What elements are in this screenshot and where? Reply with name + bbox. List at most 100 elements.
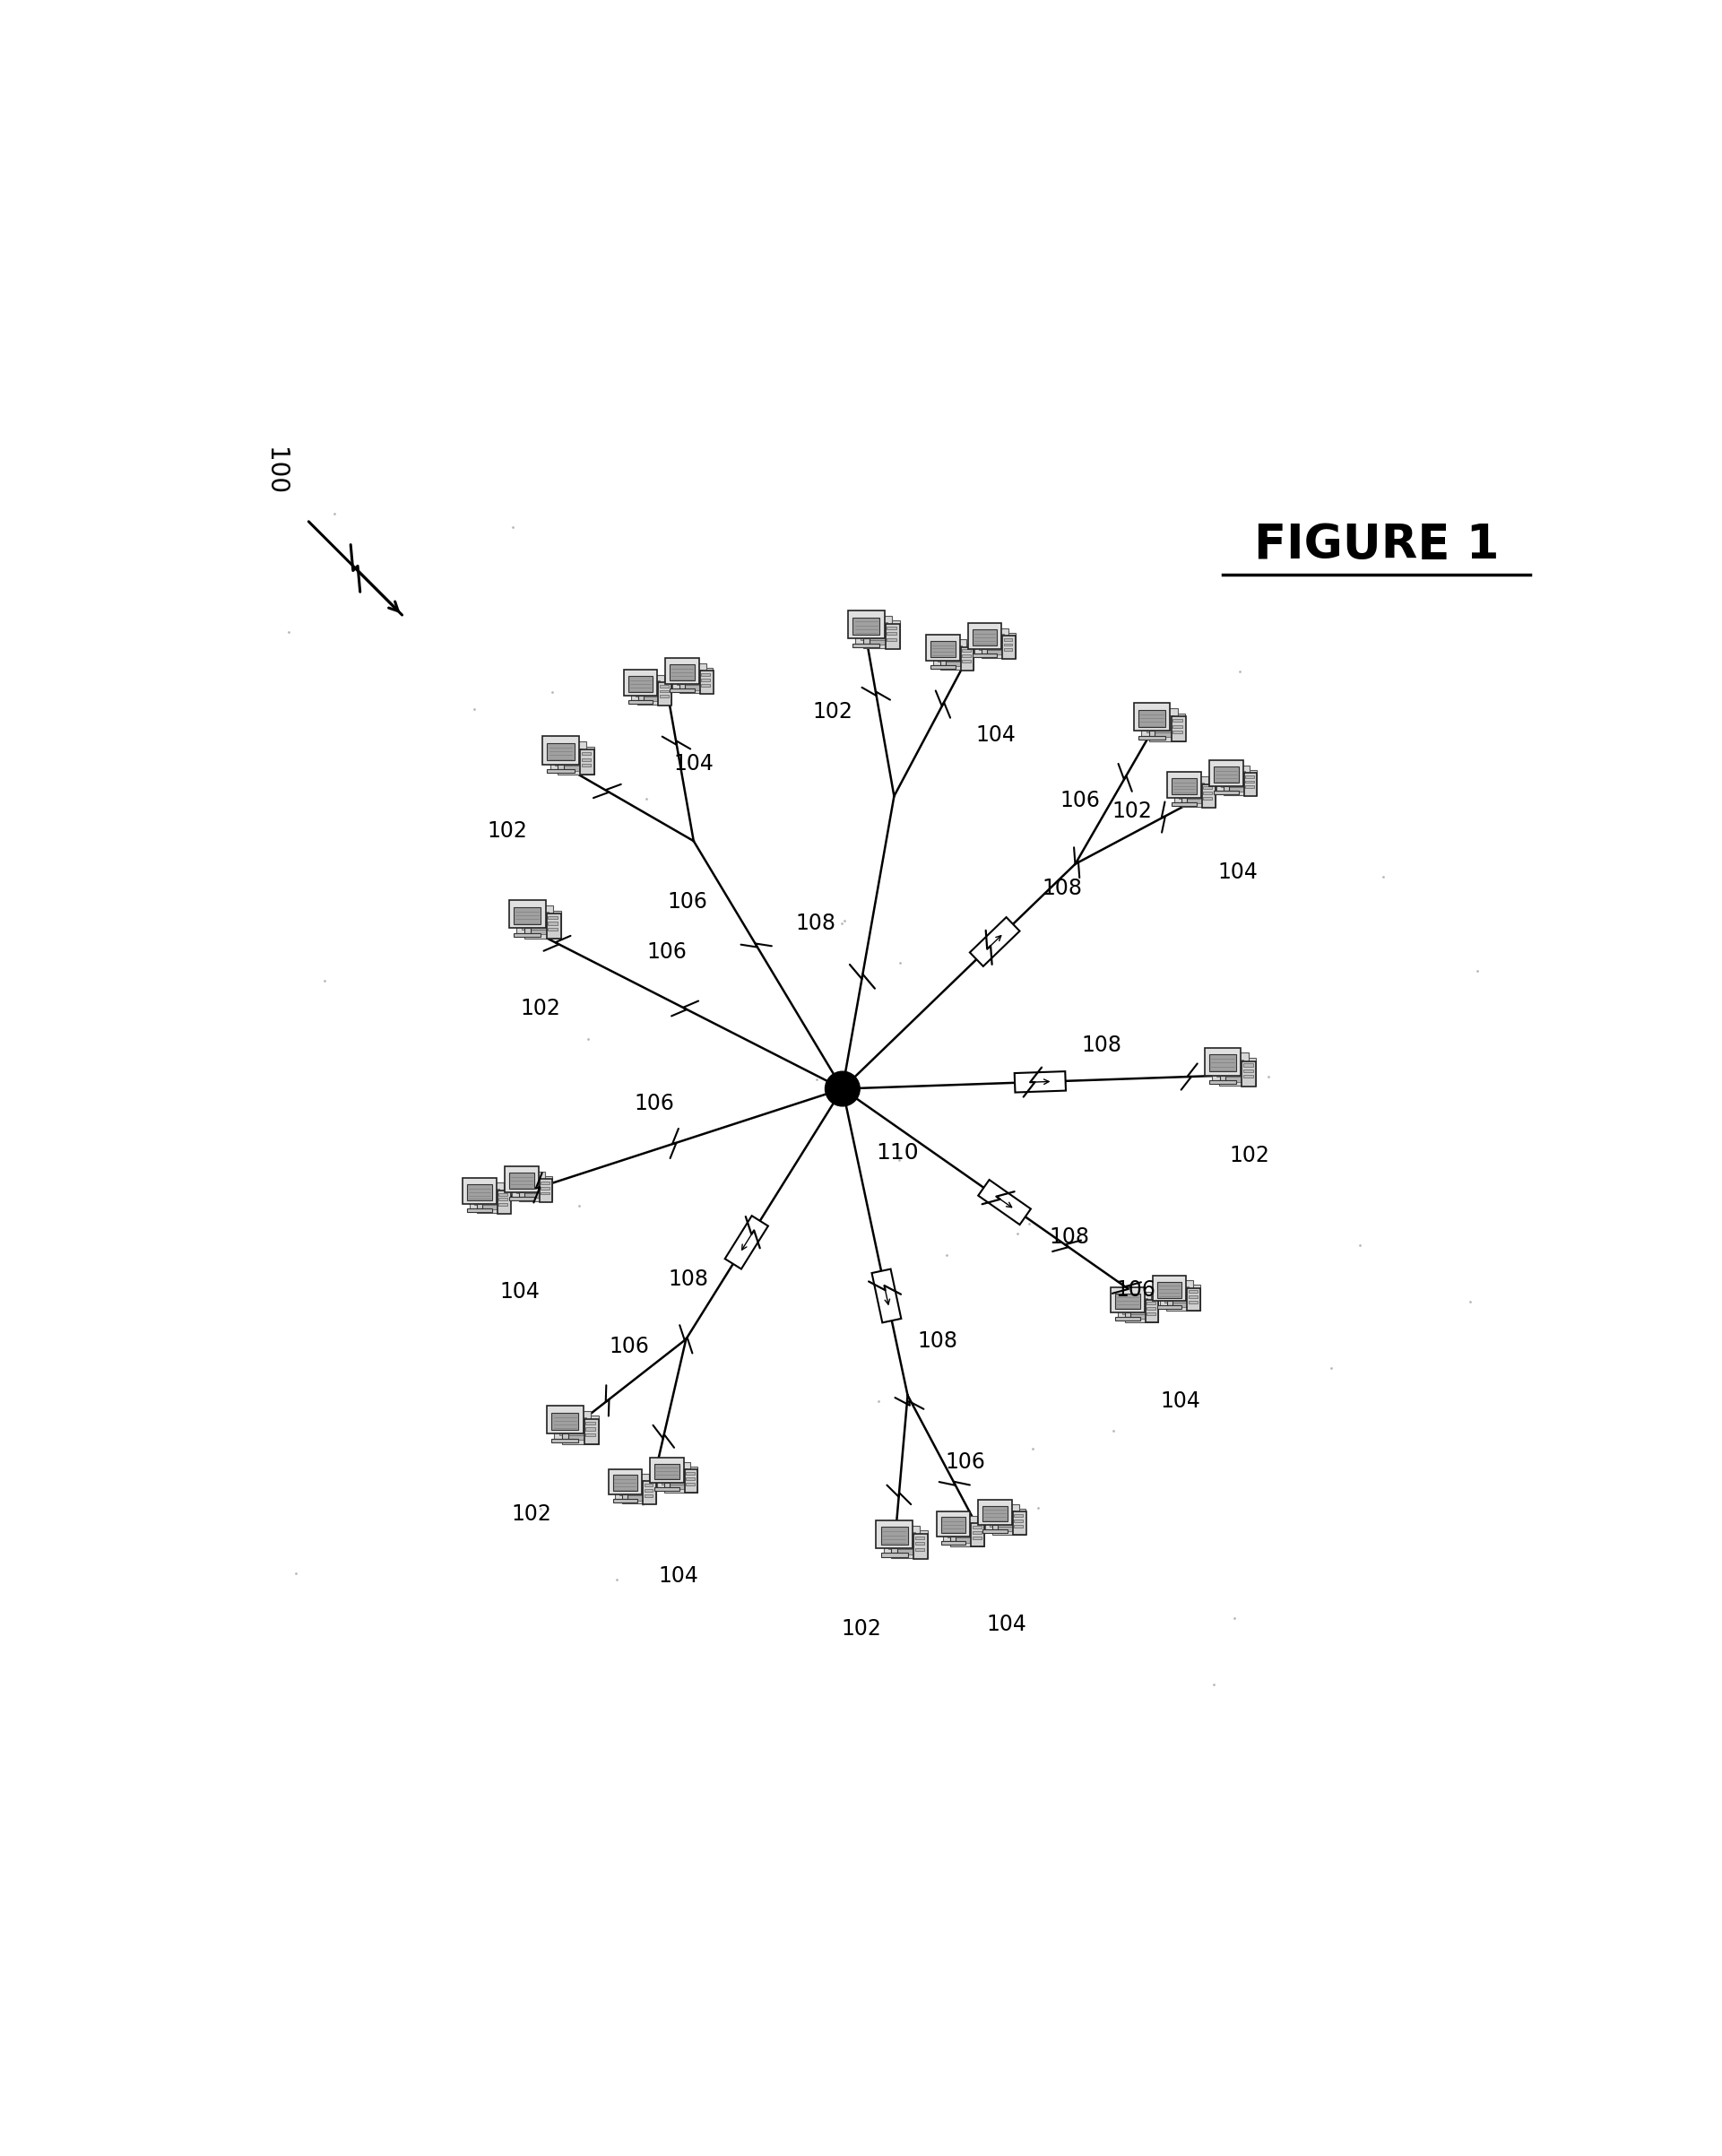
Bar [1217,1059,1243,1076]
Bar [973,653,997,658]
Bar [1164,1287,1188,1302]
Bar [1204,798,1212,800]
Point [499,509,527,543]
Bar [1219,1076,1226,1080]
Text: 106: 106 [646,942,687,964]
Bar [1181,798,1186,802]
Text: 110: 110 [876,1143,918,1164]
Bar [560,1419,585,1436]
Bar [1014,1514,1023,1516]
Text: 108: 108 [1049,1227,1090,1248]
Bar [651,1457,684,1483]
Text: 104: 104 [1161,1391,1200,1412]
Bar [660,690,668,692]
Bar [658,1462,691,1488]
Point [933,1238,961,1272]
Circle shape [825,1072,859,1106]
Bar [1245,785,1254,789]
Bar [518,1175,553,1201]
Bar [541,1181,549,1184]
Bar [868,627,895,645]
Bar [499,1192,508,1194]
Bar [876,1520,913,1548]
Bar [983,1505,1007,1522]
Bar [499,1199,508,1201]
Bar [914,1548,925,1550]
Text: 104: 104 [658,1565,699,1587]
Point [1226,655,1254,690]
Bar [551,1412,579,1429]
Bar [558,746,594,774]
Bar [1209,761,1243,787]
Bar [887,627,897,630]
Bar [1204,791,1212,796]
Bar [1133,703,1171,731]
Bar [1157,1307,1181,1309]
Bar [1116,1294,1140,1309]
Bar [561,1434,568,1438]
Bar [1116,1317,1140,1322]
Point [460,692,487,727]
Bar [997,1516,1021,1531]
Bar [482,1194,506,1210]
Bar [1123,1298,1147,1313]
Point [875,625,902,660]
Bar [654,1488,678,1492]
Text: 102: 102 [1230,1145,1269,1166]
Point [1025,1492,1052,1526]
Bar [510,1173,534,1188]
Bar [623,671,658,696]
Bar [973,1537,982,1539]
Bar [511,1171,546,1197]
Bar [963,649,971,651]
Bar [548,744,573,761]
Bar [1245,776,1254,778]
Point [632,780,660,815]
Bar [665,658,699,683]
Bar [1204,787,1212,789]
Bar [887,638,897,640]
Bar [1228,776,1252,791]
Point [565,1188,592,1222]
Bar [892,1548,897,1552]
Bar [642,686,666,701]
Bar [1186,787,1211,804]
Bar [701,679,709,681]
Bar [913,1533,928,1559]
Bar [971,1524,985,1546]
Bar [940,1542,966,1544]
Polygon shape [978,1179,1031,1225]
Bar [1118,1291,1152,1317]
Text: 106: 106 [1116,1281,1155,1302]
Bar [1014,1520,1023,1522]
Text: 108: 108 [668,1268,708,1289]
Bar [947,1522,973,1537]
Bar [980,634,1004,651]
Bar [1212,1052,1248,1080]
Bar [963,660,971,662]
Bar [685,1473,694,1475]
Bar [582,752,591,755]
Bar [585,1427,596,1429]
Text: 104: 104 [1217,862,1257,884]
Bar [660,694,668,699]
Bar [968,623,1002,649]
Bar [1204,1048,1242,1076]
Bar [561,1416,599,1445]
Bar [644,1490,653,1492]
Bar [654,1464,678,1479]
Point [1016,1207,1044,1242]
Bar [629,701,653,703]
Bar [685,1470,697,1492]
Bar [529,916,556,934]
Bar [622,1479,656,1505]
Text: 108: 108 [918,1330,957,1352]
Bar [1173,724,1183,729]
Bar [1152,1276,1186,1302]
Bar [1142,709,1178,735]
Point [1019,1432,1047,1466]
Bar [518,1192,523,1197]
Point [274,614,301,649]
Bar [1147,1302,1155,1304]
Bar [548,916,558,918]
